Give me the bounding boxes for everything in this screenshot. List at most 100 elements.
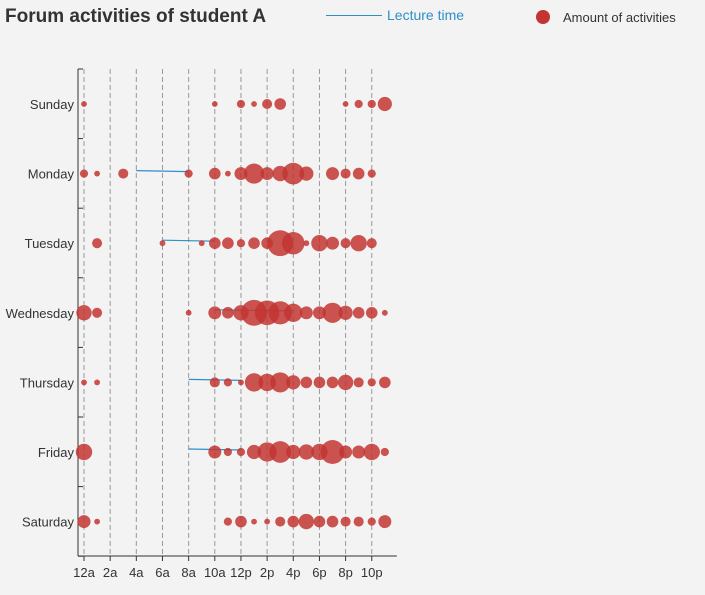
activity-bubble	[352, 307, 365, 319]
activity-bubble	[380, 447, 389, 457]
x-tick-label: 6a	[155, 565, 170, 580]
activity-bubble	[262, 98, 273, 110]
activity-bubble	[81, 101, 87, 107]
activity-bubble	[353, 516, 364, 527]
activity-bubble	[223, 378, 232, 387]
activity-bubble	[326, 167, 339, 181]
activity-bubble	[77, 515, 91, 529]
activity-bubble	[313, 515, 326, 528]
activity-bubble	[268, 301, 292, 325]
activity-bubble	[365, 307, 378, 319]
activity-bubble	[303, 240, 310, 247]
activity-bubble	[236, 99, 246, 109]
y-tick-label: Tuesday	[25, 236, 75, 251]
activity-bubble	[222, 307, 234, 319]
y-tick-label: Thursday	[20, 375, 75, 390]
legend-item-lecture-time[interactable]: Lecture time	[326, 5, 464, 25]
activity-bubble	[243, 163, 265, 184]
activity-bubble	[236, 239, 246, 248]
activity-bubble	[198, 240, 205, 247]
activity-bubble	[326, 376, 339, 389]
activity-bubble	[353, 377, 364, 388]
activity-bubble	[275, 516, 286, 527]
activity-bubble	[251, 518, 257, 525]
activity-bubble	[208, 306, 222, 320]
activity-bubble	[235, 515, 247, 528]
activity-bubble	[118, 168, 129, 179]
activity-bubble	[367, 169, 376, 178]
activity-bubble	[234, 167, 248, 181]
activity-bubble	[269, 441, 292, 463]
activity-bubble	[340, 168, 351, 179]
activity-bubble	[367, 99, 376, 109]
activity-bubble	[298, 444, 315, 460]
activity-bubble	[298, 513, 315, 530]
activity-bubble	[342, 101, 349, 107]
activity-bubble	[92, 238, 103, 249]
activity-bubble	[248, 237, 260, 249]
activity-bubble	[159, 240, 166, 247]
activity-bubble	[339, 445, 353, 459]
activity-bubble	[320, 440, 345, 464]
x-tick-label: 8p	[338, 565, 352, 580]
x-tick-label: 6p	[312, 565, 326, 580]
lecture-line-swatch-icon	[326, 14, 382, 16]
activity-bubble	[209, 237, 221, 249]
activity-bubble	[338, 305, 353, 320]
legend-label-lecture-time: Lecture time	[387, 7, 465, 23]
activity-bubble	[94, 518, 100, 525]
activity-bubble	[322, 302, 343, 323]
activity-bubble	[381, 309, 388, 316]
activity-bubble	[76, 305, 92, 321]
activity-bubble	[287, 515, 300, 528]
activity-bubble	[379, 376, 391, 389]
activity-bubble	[340, 238, 351, 249]
activity-bubble	[75, 443, 93, 461]
activity-bubble	[337, 374, 354, 391]
activity-bubble	[260, 167, 274, 181]
y-tick-label: Sunday	[30, 97, 75, 112]
activity-bubble	[377, 96, 392, 112]
activity-dot-swatch-icon	[536, 10, 550, 24]
activity-bubble	[312, 306, 326, 320]
activity-bubble	[282, 231, 305, 255]
x-tick-label: 12a	[73, 565, 95, 580]
activity-bubble	[366, 238, 377, 249]
activity-bubble	[299, 166, 314, 181]
legend-item-amount-of-activities[interactable]: Amount of activities	[536, 7, 676, 27]
x-tick-label: 2p	[260, 565, 274, 580]
activity-bubble	[208, 445, 222, 459]
activity-bubble	[246, 444, 262, 460]
activity-bubble	[311, 235, 328, 252]
x-tick-label: 10p	[361, 565, 383, 580]
activity-bubble	[350, 235, 367, 252]
activity-bubble	[92, 307, 103, 318]
activity-bubble	[363, 443, 380, 461]
activity-bubble	[352, 167, 365, 180]
chart-title: Forum activities of student A	[5, 6, 267, 27]
activity-bubble	[209, 167, 221, 180]
activity-bubble	[299, 306, 313, 320]
x-tick-label: 4p	[286, 565, 300, 580]
activity-bubble	[300, 376, 313, 389]
activity-bubble	[352, 445, 366, 459]
activity-bubble	[264, 518, 271, 525]
activity-bubble	[286, 375, 301, 390]
y-tick-label: Saturday	[22, 515, 75, 530]
activity-bubble	[238, 379, 244, 386]
x-tick-label: 2a	[103, 565, 118, 580]
activity-bubble	[367, 517, 376, 526]
activity-bubble	[313, 376, 326, 389]
activity-bubble	[223, 447, 232, 457]
activity-bubble	[274, 98, 287, 110]
activity-bubble	[81, 379, 87, 386]
activity-bubble	[367, 378, 376, 387]
legend-label-amount-of-activities: Amount of activities	[563, 9, 676, 25]
activity-bubble	[184, 169, 193, 178]
activity-bubble	[224, 170, 231, 177]
activity-bubble	[222, 237, 234, 249]
activity-bubble	[282, 162, 305, 185]
activity-bubble	[251, 101, 257, 107]
activity-bubble	[378, 515, 392, 529]
